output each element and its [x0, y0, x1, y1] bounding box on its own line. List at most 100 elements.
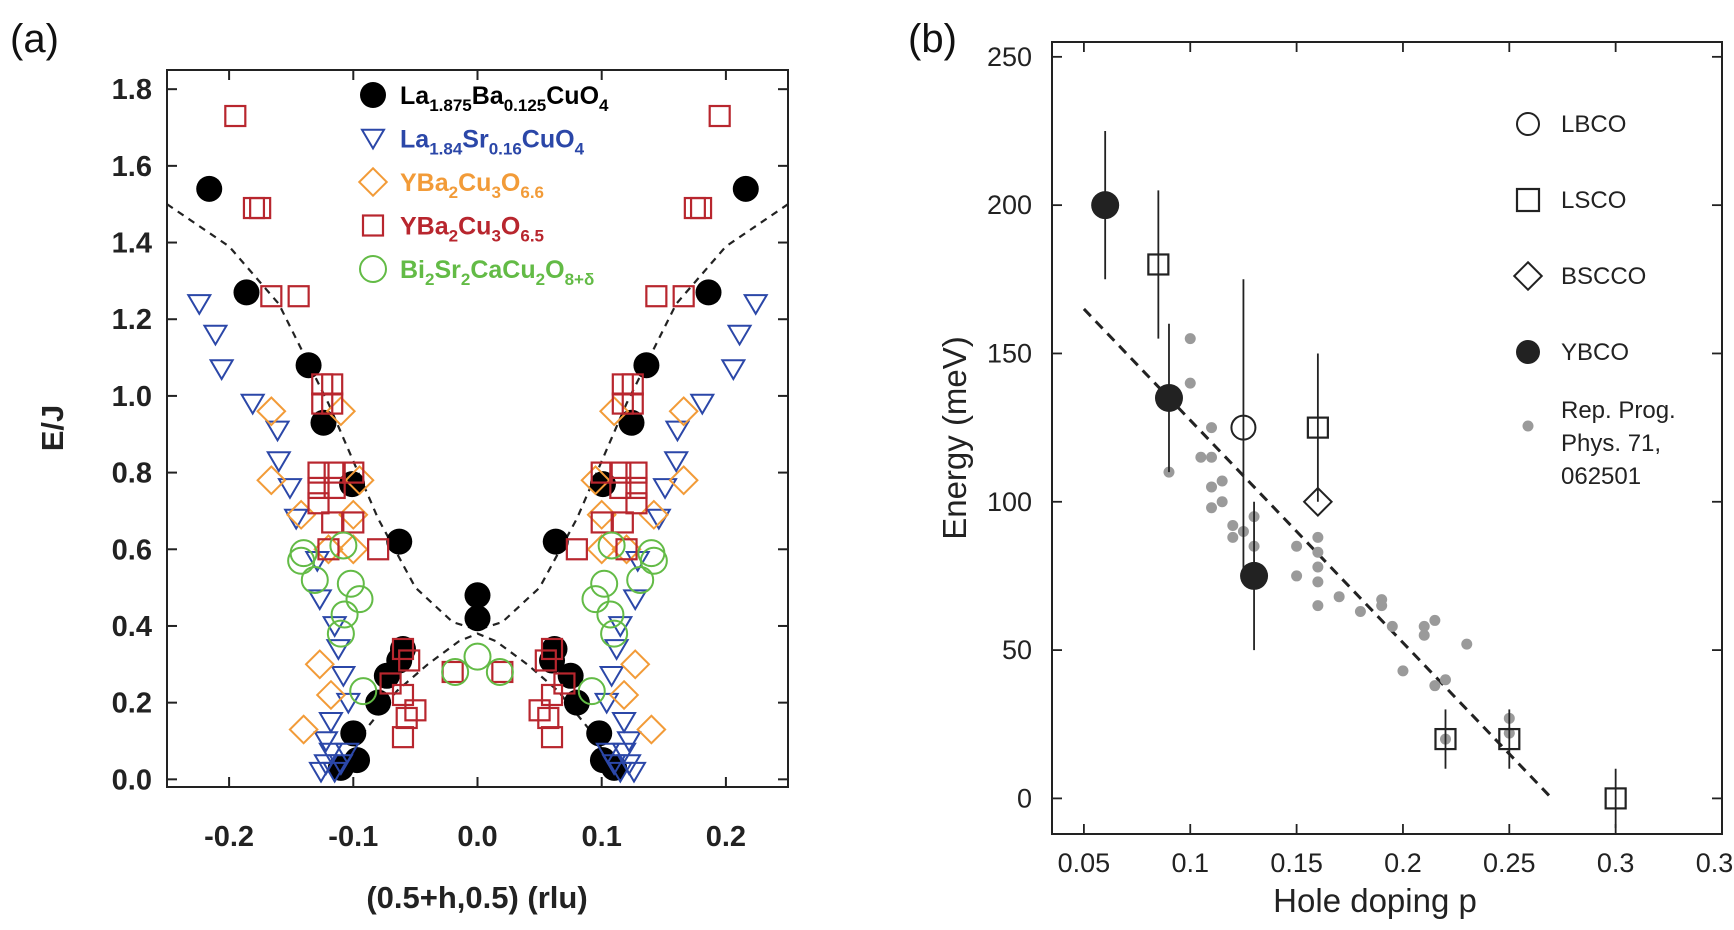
point-yba2cu3o6-5: [491, 660, 514, 684]
point-yba2cu3o6-5: [224, 104, 247, 128]
point-rep-prog-phys-71-062501: [1429, 614, 1441, 626]
point-la1-84sr0-16cuo4: [239, 393, 266, 416]
legend-label: LBCO: [1561, 111, 1626, 138]
panel-a-x-axis-label: (0.5+h,0.5) (rlu): [366, 880, 587, 915]
y-tick-label: 1.6: [112, 151, 152, 183]
point-yba2cu3o6-5: [391, 637, 415, 661]
point-yba2cu3o6-5: [398, 649, 421, 672]
point-yba2cu3o6-6: [636, 714, 667, 745]
point-lsco: [1498, 727, 1521, 751]
point-yba2cu3o6-5: [323, 476, 346, 500]
legend-label: YBa2Cu3O6.5: [400, 213, 544, 246]
x-tick-label: 0.25: [1483, 848, 1536, 878]
point-bi2sr2cacu2o8: [463, 642, 492, 671]
panel-b-x-axis-label: Hole doping p: [1273, 882, 1477, 919]
point-rep-prog-phys-71-062501: [1184, 333, 1196, 345]
point-la1-84sr0-16cuo4: [330, 666, 357, 688]
panel-b-x-tick-labels: 0.05 0.1 0.15 0.2 0.25 0.3 0.35: [1058, 848, 1734, 878]
point-rep-prog-phys-71-062501: [1291, 540, 1303, 552]
series-lsco: [1147, 190, 1627, 829]
point-yba2cu3o6-5: [404, 699, 427, 722]
legend-entry-bscco: BSCCO: [1512, 260, 1646, 292]
point-yba2cu3o6-5: [321, 511, 344, 534]
point-rep-prog-phys-71-062501: [1312, 600, 1324, 612]
point-lsco: [1434, 727, 1457, 751]
series-yba2cu3o6-5: [224, 104, 731, 749]
legend-entry-lsco: LSCO: [1515, 187, 1626, 214]
point-yba2cu3o6-5: [317, 538, 340, 561]
y-tick-label: 0.6: [112, 534, 152, 566]
point-yba2cu3o6-6: [285, 499, 317, 530]
point-la1-875ba0-125cuo4: [542, 528, 569, 555]
point-yba2cu3o6-5: [242, 196, 266, 220]
point-la1-875ba0-125cuo4: [633, 352, 660, 379]
point-yba2cu3o6-6: [304, 649, 335, 680]
point-lsco: [1147, 253, 1170, 276]
point-yba2cu3o6-5: [342, 511, 365, 534]
point-rep-prog-phys-71-062501: [1291, 570, 1303, 582]
point-yba2cu3o6-5: [553, 672, 576, 695]
legend-marker: [1516, 340, 1540, 364]
point-yba2cu3o6-5: [323, 461, 346, 484]
point-yba2cu3o6-5: [321, 392, 344, 415]
point-la1-84sr0-16cuo4: [334, 742, 360, 765]
point-yba2cu3o6-5: [609, 461, 632, 484]
point-rep-prog-phys-71-062501: [1312, 576, 1324, 588]
panel-a-label: (a): [10, 17, 59, 61]
point-yba2cu3o6-5: [609, 476, 632, 500]
legend-entry-lbco: LBCO: [1516, 111, 1626, 138]
panel-a-fit-curves: [167, 203, 788, 780]
x-tick-label: 0.15: [1270, 848, 1323, 878]
point-la1-84sr0-16cuo4: [664, 420, 691, 443]
point-la1-875ba0-125cuo4: [464, 605, 491, 632]
legend-label: YBa2Cu3O6.6: [400, 169, 544, 202]
point-rep-prog-phys-71-062501: [1206, 481, 1218, 493]
point-la1-84sr0-16cuo4: [266, 451, 292, 473]
point-la1-875ba0-125cuo4: [386, 528, 413, 555]
x-tick-label: -0.1: [328, 821, 378, 853]
legend-label: La1.84Sr0.16CuO4: [400, 126, 585, 159]
point-la1-875ba0-125cuo4: [340, 720, 367, 747]
point-yba2cu3o6-6: [338, 499, 369, 530]
point-la1-875ba0-125cuo4: [539, 647, 566, 674]
legend-label: LSCO: [1561, 187, 1626, 214]
point-rep-prog-phys-71-062501: [1312, 561, 1324, 573]
legend-marker: [357, 166, 389, 198]
point-bi2sr2cacu2o8: [336, 569, 365, 598]
point-bi2sr2cacu2o8: [590, 569, 619, 598]
y-tick-label: 1.2: [112, 304, 152, 336]
point-yba2cu3o6-5: [590, 461, 613, 484]
point-rep-prog-phys-71-062501: [1397, 665, 1409, 677]
point-bi2sr2cacu2o8: [349, 677, 378, 706]
point-bi2sr2cacu2o8: [600, 619, 629, 648]
point-yba2cu3o6-5: [537, 706, 560, 730]
point-bi2sr2cacu2o8: [326, 619, 355, 648]
legend-label: Bi2Sr2CaCu2O8+δ: [400, 256, 594, 289]
point-la1-875ba0-125cuo4: [695, 279, 722, 306]
point-yba2cu3o6-5: [534, 649, 557, 672]
series-la1-84sr0-16cuo4: [186, 294, 769, 784]
point-yba2cu3o6-5: [249, 196, 272, 220]
y-tick-label: 50: [1002, 635, 1032, 665]
legend-marker: [1515, 187, 1541, 213]
point-yba2cu3o6-5: [540, 683, 564, 707]
point-bi2sr2cacu2o8: [577, 677, 606, 706]
point-la1-875ba0-125cuo4: [563, 689, 590, 716]
point-la1-84sr0-16cuo4: [611, 742, 637, 765]
point-la1-84sr0-16cuo4: [595, 742, 621, 765]
point-bscco: [1302, 486, 1334, 517]
point-yba2cu3o6-5: [565, 538, 588, 561]
panel-b-frame: [1051, 41, 1723, 835]
y-tick-label: 0.0: [112, 764, 152, 796]
point-bi2sr2cacu2o8: [441, 657, 470, 686]
legend-entry-yba2cu3o6-6: YBa2Cu3O6.6: [357, 166, 544, 202]
point-yba2cu3o6-6: [608, 679, 640, 711]
x-tick-label: 0.2: [706, 821, 746, 853]
point-la1-84sr0-16cuo4: [328, 754, 354, 776]
point-yba2cu3o6-5: [625, 461, 648, 484]
dashed-fit-line: [1082, 307, 1553, 800]
legend-marker: [361, 214, 385, 237]
point-ybco: [1240, 561, 1269, 590]
point-la1-84sr0-16cuo4: [689, 393, 716, 416]
point-yba2cu3o6-5: [342, 461, 365, 484]
